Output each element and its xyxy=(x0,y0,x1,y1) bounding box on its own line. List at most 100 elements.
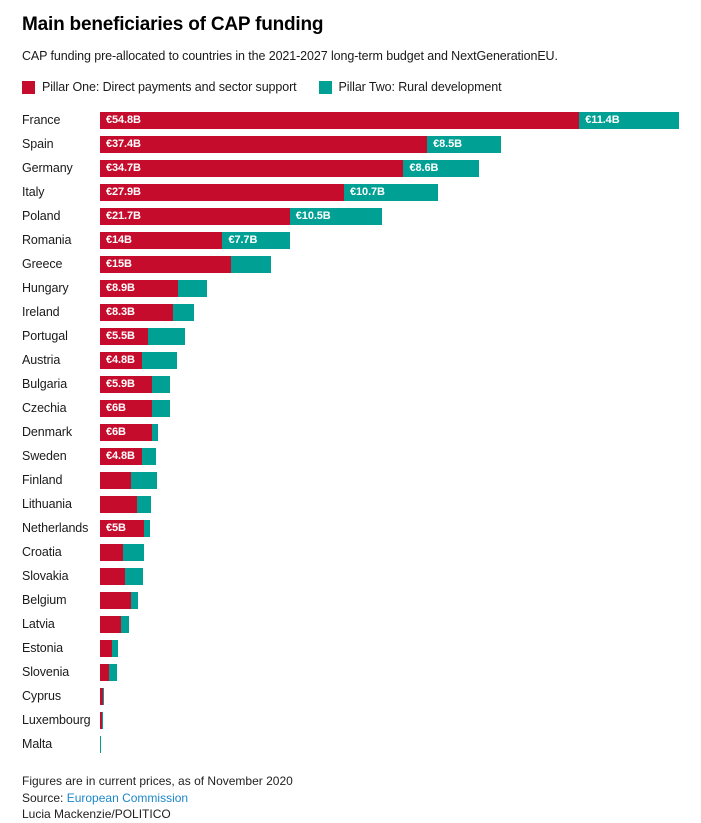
country-label: Spain xyxy=(22,137,54,151)
pillar-one-bar: €5.9B xyxy=(100,375,152,393)
country-label: Romania xyxy=(22,233,72,247)
country-label: Finland xyxy=(22,473,63,487)
chart-row: Germany €34.7B €8.6B xyxy=(22,156,679,180)
footer-note: Figures are in current prices, as of Nov… xyxy=(22,774,293,788)
pillar-two-bar xyxy=(148,327,185,345)
pillar-two-bar xyxy=(100,735,102,753)
bar-value-label: €8.6B xyxy=(409,162,439,174)
pillar-one-bar xyxy=(100,567,126,585)
pillar-two-bar xyxy=(172,303,194,321)
pillar-one-bar: €6B xyxy=(100,399,153,417)
country-label: France xyxy=(22,113,61,127)
pillar-two-bar xyxy=(102,687,104,705)
pillar-two-bar xyxy=(125,567,143,585)
pillar-one-bar xyxy=(100,639,113,657)
chart-row: Romania €14B €7.7B xyxy=(22,228,679,252)
pillar-two-bar: €10.7B xyxy=(344,183,438,201)
pillar-two-bar xyxy=(177,279,207,297)
bar-value-label: €6B xyxy=(106,426,126,438)
chart-row: Slovenia xyxy=(22,660,679,684)
bar-group: €5.5B xyxy=(100,327,679,345)
country-label: Croatia xyxy=(22,545,62,559)
bar-value-label: €5.9B xyxy=(106,378,135,390)
pillar-two-swatch-icon xyxy=(318,80,332,94)
country-label: Czechia xyxy=(22,401,67,415)
bar-value-label: €54.8B xyxy=(106,114,141,126)
chart-row: Greece €15B xyxy=(22,252,679,276)
pillar-two-bar xyxy=(141,447,156,465)
chart-row: Hungary €8.9B xyxy=(22,276,679,300)
bar-group: €4.8B xyxy=(100,447,679,465)
chart-row: Slovakia xyxy=(22,564,679,588)
bar-group xyxy=(100,687,679,705)
chart-row: Bulgaria €5.9B xyxy=(22,372,679,396)
bar-group xyxy=(100,567,679,585)
pillar-one-bar: €15B xyxy=(100,255,232,273)
country-label: Netherlands xyxy=(22,521,89,535)
bar-group: €6B xyxy=(100,423,679,441)
country-label: Austria xyxy=(22,353,61,367)
legend: Pillar One: Direct payments and sector s… xyxy=(22,80,679,94)
chart: France €54.8B €11.4B Spain €37.4B €8.5B German… xyxy=(22,108,679,756)
chart-row: Finland xyxy=(22,468,679,492)
pillar-two-bar xyxy=(136,495,151,513)
pillar-one-bar xyxy=(100,495,137,513)
country-label: Latvia xyxy=(22,617,55,631)
pillar-two-bar xyxy=(151,375,170,393)
bar-group xyxy=(100,663,679,681)
pillar-one-bar: €6B xyxy=(100,423,153,441)
pillar-one-bar: €27.9B xyxy=(100,183,345,201)
bar-group: €5.9B xyxy=(100,375,679,393)
bar-value-label: €4.8B xyxy=(106,450,135,462)
bar-value-label: €5.5B xyxy=(106,330,135,342)
bar-value-label: €8.5B xyxy=(433,138,462,150)
country-label: Portugal xyxy=(22,329,68,343)
pillar-one-bar: €34.7B xyxy=(100,159,404,177)
country-label: Slovakia xyxy=(22,569,69,583)
pillar-two-bar xyxy=(120,615,129,633)
pillar-two-bar xyxy=(141,351,177,369)
bar-group xyxy=(100,639,679,657)
pillar-one-bar xyxy=(100,543,123,561)
chart-row: France €54.8B €11.4B xyxy=(22,108,679,132)
bar-value-label: €15B xyxy=(106,258,132,270)
pillar-two-bar xyxy=(102,711,104,729)
bar-value-label: €8.9B xyxy=(106,282,135,294)
legend-label-pillar-one: Pillar One: Direct payments and sector s… xyxy=(42,80,297,94)
chart-row: Spain €37.4B €8.5B xyxy=(22,132,679,156)
chart-row: Netherlands €5B xyxy=(22,516,679,540)
pillar-one-bar: €5B xyxy=(100,519,144,537)
legend-item-pillar-two: Pillar Two: Rural development xyxy=(318,80,502,94)
pillar-one-bar xyxy=(100,663,109,681)
pillar-two-bar: €8.6B xyxy=(403,159,479,177)
bar-value-label: €5B xyxy=(106,522,126,534)
bar-group: €27.9B €10.7B xyxy=(100,183,679,201)
pillar-two-bar: €10.5B xyxy=(289,207,382,225)
pillar-one-bar: €5.5B xyxy=(100,327,149,345)
country-label: Slovenia xyxy=(22,665,70,679)
country-label: Greece xyxy=(22,257,63,271)
chart-row: Luxembourg xyxy=(22,708,679,732)
country-label: Hungary xyxy=(22,281,69,295)
pillar-two-bar xyxy=(152,399,170,417)
source-line: Source: European Commission xyxy=(22,790,679,807)
pillar-two-bar xyxy=(152,423,158,441)
pillar-two-bar: €7.7B xyxy=(222,231,290,249)
bar-value-label: €7.7B xyxy=(228,234,258,246)
source-link[interactable]: European Commission xyxy=(66,790,189,805)
bar-group: €15B xyxy=(100,255,679,273)
pillar-one-bar: €4.8B xyxy=(100,351,142,369)
bar-value-label: €8.3B xyxy=(106,306,135,318)
legend-item-pillar-one: Pillar One: Direct payments and sector s… xyxy=(22,80,297,94)
bar-group xyxy=(100,711,679,729)
chart-row: Portugal €5.5B xyxy=(22,324,679,348)
pillar-one-bar: €21.7B xyxy=(100,207,290,225)
bar-group: €34.7B €8.6B xyxy=(100,159,679,177)
bar-value-label: €11.4B xyxy=(585,114,620,126)
pillar-one-bar: €54.8B xyxy=(100,111,580,129)
chart-row: Poland €21.7B €10.5B xyxy=(22,204,679,228)
source-prefix: Source: xyxy=(22,790,67,805)
pillar-one-bar: €8.3B xyxy=(100,303,173,321)
bar-group xyxy=(100,543,679,561)
footer: Figures are in current prices, as of Nov… xyxy=(22,773,679,823)
